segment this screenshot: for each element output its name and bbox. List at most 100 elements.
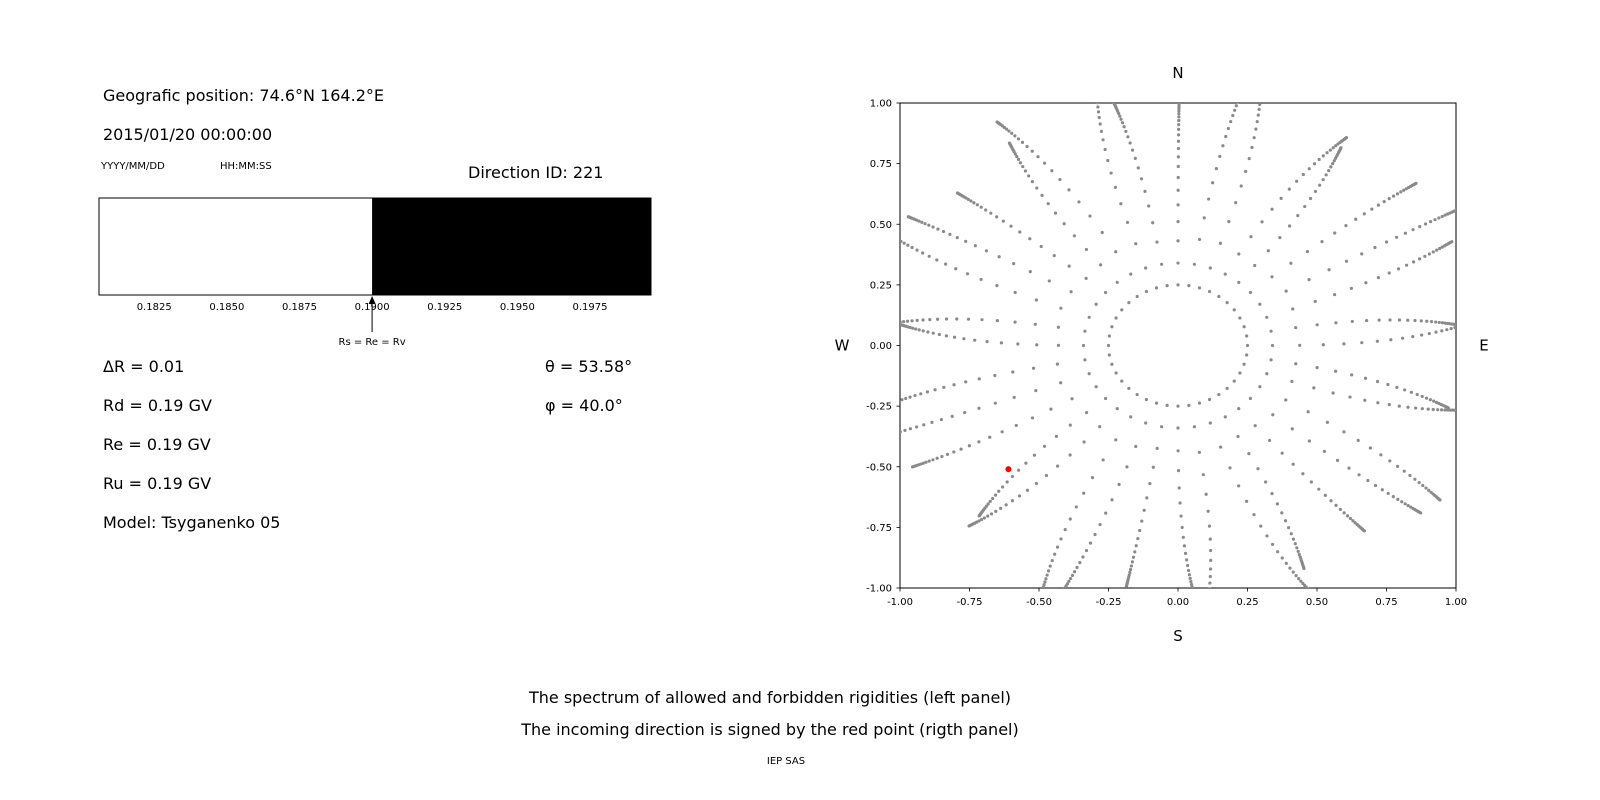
spoke-dot bbox=[1291, 537, 1296, 541]
spoke-dot bbox=[910, 465, 915, 469]
phi-value: φ = 40.0° bbox=[545, 396, 623, 415]
spoke-dot bbox=[1271, 413, 1275, 417]
spoke-dot bbox=[1415, 392, 1419, 397]
spoke-dot bbox=[1238, 97, 1241, 100]
spoke-dot bbox=[1125, 220, 1130, 225]
spoke-dot bbox=[1189, 582, 1194, 587]
spectrum-x-tick-label: 0.1975 bbox=[572, 302, 607, 313]
spoke-dot bbox=[1370, 207, 1374, 211]
ring-dot bbox=[1120, 308, 1124, 312]
spoke-dot bbox=[1403, 502, 1407, 506]
spoke-dot bbox=[1252, 513, 1256, 517]
spoke-dot bbox=[984, 208, 988, 212]
spoke-dot bbox=[887, 322, 890, 325]
spoke-dot bbox=[889, 322, 892, 325]
spoke-dot bbox=[1126, 135, 1130, 139]
spoke-dot bbox=[985, 339, 989, 344]
spoke-dot bbox=[921, 329, 925, 333]
spoke-dot bbox=[1250, 145, 1254, 150]
spoke-dot bbox=[1177, 118, 1181, 123]
spoke-dot bbox=[1136, 166, 1140, 170]
spoke-dot bbox=[1018, 161, 1023, 165]
spoke-dot bbox=[1177, 109, 1181, 113]
spoke-dot bbox=[1317, 487, 1321, 491]
spoke-dot bbox=[1434, 400, 1439, 404]
spoke-dot bbox=[984, 249, 989, 253]
spoke-dot bbox=[1260, 79, 1263, 82]
spoke-dot bbox=[1294, 325, 1298, 330]
y-tick-label: 0.25 bbox=[870, 280, 892, 291]
spoke-dot bbox=[1437, 320, 1441, 325]
spoke-dot bbox=[1294, 573, 1298, 578]
ring-dot bbox=[1207, 397, 1212, 402]
spoke-dot bbox=[1402, 188, 1406, 192]
spoke-dot bbox=[1095, 91, 1098, 94]
spoke-dot bbox=[1457, 325, 1460, 328]
spoke-dot bbox=[1211, 181, 1215, 185]
spoke-dot bbox=[1348, 516, 1352, 521]
spoke-dot bbox=[1018, 230, 1022, 234]
spoke-dot bbox=[1283, 519, 1288, 523]
spoke-dot bbox=[966, 317, 971, 321]
spoke-dot bbox=[944, 317, 949, 321]
spoke-dot bbox=[1312, 386, 1316, 390]
spoke-dot bbox=[1342, 511, 1346, 515]
spoke-dot bbox=[977, 440, 981, 444]
spoke-dot bbox=[1094, 302, 1098, 306]
spoke-dot bbox=[986, 502, 990, 506]
spoke-dot bbox=[1083, 329, 1087, 333]
spoke-dot bbox=[1073, 570, 1077, 574]
spoke-dot bbox=[1124, 129, 1128, 134]
spoke-dot bbox=[1226, 126, 1230, 131]
spoke-dot bbox=[1043, 580, 1047, 584]
spoke-dot bbox=[977, 406, 981, 410]
spoke-dot bbox=[1095, 87, 1098, 90]
spoke-dot bbox=[1177, 127, 1181, 132]
spoke-dot bbox=[955, 317, 959, 321]
ring-dot bbox=[1242, 325, 1246, 329]
spoke-dot bbox=[1207, 596, 1210, 599]
spoke-dot bbox=[952, 383, 956, 387]
spoke-dot bbox=[1096, 97, 1099, 100]
spoke-dot bbox=[1456, 409, 1459, 412]
spoke-dot bbox=[1357, 473, 1361, 477]
spoke-dot bbox=[1068, 423, 1072, 427]
spoke-dot bbox=[1364, 281, 1368, 285]
spoke-dot bbox=[1249, 235, 1253, 239]
spoke-dot bbox=[1307, 588, 1310, 591]
spoke-dot bbox=[1095, 94, 1098, 97]
spoke-dot bbox=[1101, 138, 1105, 142]
spoke-dot bbox=[1434, 320, 1438, 324]
spoke-dot bbox=[1109, 171, 1113, 175]
spoke-dot bbox=[1413, 318, 1417, 323]
ring-dot bbox=[1144, 289, 1149, 294]
spoke-dot bbox=[927, 254, 931, 258]
spoke-dot bbox=[1031, 366, 1036, 370]
spoke-dot bbox=[1142, 508, 1146, 512]
spoke-dot bbox=[1288, 566, 1292, 570]
spoke-dot bbox=[889, 234, 892, 237]
spoke-dot bbox=[902, 320, 906, 324]
spoke-dot bbox=[1144, 266, 1148, 270]
spoke-dot bbox=[1115, 280, 1119, 284]
spoke-dot bbox=[1365, 318, 1369, 323]
spoke-dot bbox=[1098, 522, 1102, 527]
spoke-dot bbox=[917, 328, 921, 332]
spoke-dot bbox=[1434, 330, 1438, 334]
spoke-dot bbox=[1056, 325, 1061, 329]
ring-dot bbox=[1127, 301, 1131, 305]
spoke-dot bbox=[1418, 225, 1422, 229]
spoke-dot bbox=[1081, 555, 1085, 559]
ring-dot bbox=[1187, 284, 1191, 288]
ring-dot bbox=[1120, 379, 1124, 383]
spoke-dot bbox=[989, 512, 994, 516]
spoke-dot bbox=[962, 337, 966, 341]
spoke-dot bbox=[1034, 298, 1038, 302]
spoke-dot bbox=[1012, 395, 1016, 399]
ring-dot bbox=[1207, 289, 1212, 294]
spoke-dot bbox=[1129, 272, 1133, 276]
spoke-dot bbox=[1084, 247, 1089, 252]
spoke-dot bbox=[1252, 136, 1256, 140]
spoke-dot bbox=[1329, 499, 1333, 503]
spoke-dot bbox=[1178, 103, 1181, 104]
